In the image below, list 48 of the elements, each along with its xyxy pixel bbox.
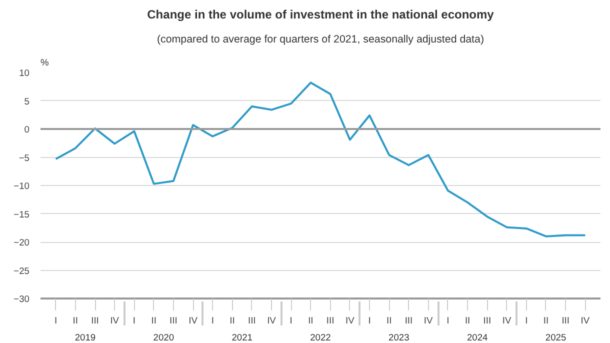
y-tick-label: −15 (14, 209, 30, 220)
x-tick-label: I (525, 316, 528, 326)
x-tick-label: IV (580, 316, 590, 326)
x-tick-label: II (308, 316, 314, 326)
text: 2021 (232, 332, 252, 342)
y-tick-label: −20 (14, 238, 30, 248)
x-tick-label: IV (267, 316, 277, 326)
text: 2025 (545, 332, 566, 342)
x-tick-label: III (404, 316, 413, 326)
x-tick-label: III (562, 316, 570, 326)
y-tick-label: −25 (14, 266, 30, 276)
y-tick-label: −10 (14, 181, 30, 191)
text: 2020 (153, 332, 174, 342)
x-tick-label: I (54, 316, 58, 326)
chart-title: Change in the volume of investment in the national economy (147, 8, 494, 22)
x-tick-label: I (446, 316, 450, 326)
x-tick-label: II (151, 316, 156, 326)
x-tick-label: I (368, 316, 371, 326)
x-tick-label: I (290, 316, 292, 326)
x-tick-label: II (543, 316, 549, 326)
y-tick-label: 5 (24, 96, 30, 106)
x-tick-label: III (91, 316, 99, 326)
y-axis-title: % (40, 58, 49, 68)
text: 2024 (466, 332, 488, 342)
x-tick-label: II (386, 316, 392, 326)
x-tick-label: II (72, 316, 78, 326)
x-tick-label: IV (188, 316, 198, 326)
y-tick-label: −5 (18, 152, 30, 163)
x-tick-label: IV (110, 316, 120, 326)
x-tick-label: I (132, 316, 136, 326)
x-tick-label: IV (346, 316, 356, 326)
y-tick-label: 10 (19, 68, 30, 78)
x-tick-label: II (464, 316, 470, 326)
x-tick-label: II (230, 316, 235, 326)
y-tick-label: 0 (24, 124, 30, 134)
line-series (54, 82, 586, 238)
x-tick-label: IV (502, 316, 512, 326)
x-tick-label: I (211, 316, 214, 326)
x-tick-label: III (483, 316, 492, 326)
chart-subtitle: (compared to average for quarters of 2021, seasonally adjusted data) (157, 34, 484, 46)
y-tick-label: −30 (14, 294, 30, 304)
x-tick-label: III (248, 316, 256, 326)
x-tick-label: IV (424, 316, 434, 326)
text: 2022 (310, 332, 331, 342)
x-tick-label: III (170, 316, 178, 326)
x-tick-label: III (326, 316, 334, 326)
text: 2023 (388, 332, 410, 342)
text: 2019 (74, 332, 96, 342)
